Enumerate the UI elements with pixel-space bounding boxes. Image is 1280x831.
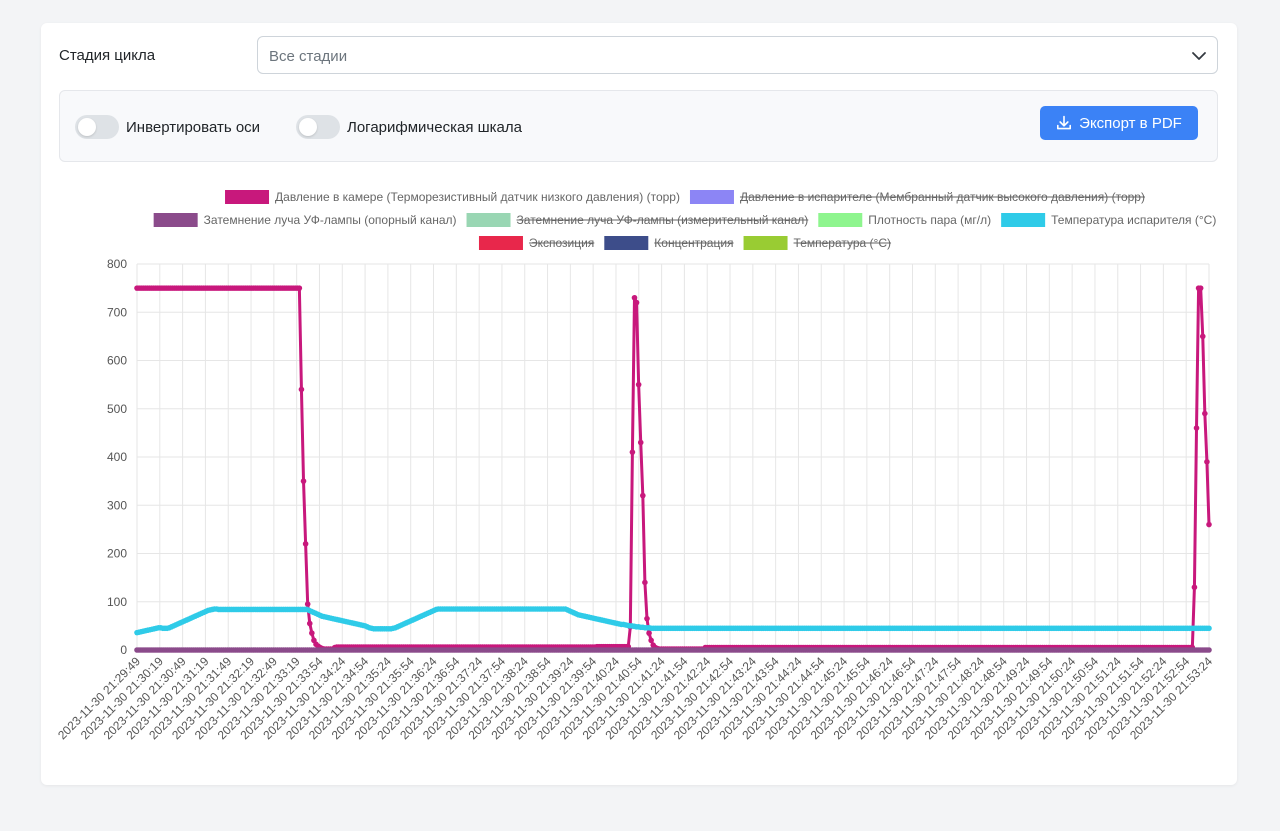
log-scale-toggle[interactable] xyxy=(296,115,340,139)
legend-item[interactable]: Плотность пара (мг/л) xyxy=(818,213,991,227)
chart-grid xyxy=(136,263,1210,651)
data-point xyxy=(1202,410,1208,417)
legend-swatch xyxy=(466,213,511,227)
data-point xyxy=(635,381,642,388)
legend-label: Плотность пара (мг/л) xyxy=(868,213,991,227)
data-point xyxy=(646,630,652,636)
y-tick-label: 100 xyxy=(107,595,127,609)
data-point xyxy=(633,299,640,306)
data-point xyxy=(1199,333,1206,340)
data-point xyxy=(1197,285,1204,291)
legend-label: Затемнение луча УФ-лампы (опорный канал) xyxy=(204,213,457,227)
series-group xyxy=(134,647,1212,653)
data-point xyxy=(631,294,638,301)
legend-swatch xyxy=(225,190,270,204)
data-point xyxy=(1193,425,1200,431)
data-point xyxy=(296,285,303,291)
series-group xyxy=(134,285,1212,652)
stage-select-value: Все стадии xyxy=(269,48,348,65)
data-point xyxy=(1206,625,1212,632)
y-tick-label: 500 xyxy=(107,402,127,416)
legend-label: Температура испарителя (°C) xyxy=(1051,213,1216,227)
data-point xyxy=(629,449,636,455)
data-point xyxy=(300,478,307,484)
data-point xyxy=(1206,521,1212,528)
data-point xyxy=(304,601,311,607)
y-tick-label: 600 xyxy=(107,354,127,368)
legend-item[interactable]: Затемнение луча УФ-лампы (опорный канал) xyxy=(153,213,457,227)
legend-swatch xyxy=(1001,213,1046,227)
export-pdf-label: Экспорт в PDF xyxy=(1079,114,1182,132)
y-tick-label: 400 xyxy=(107,450,127,464)
legend-item[interactable]: Затемнение луча УФ-лампы (измерительный … xyxy=(466,213,809,227)
legend-item[interactable]: Давление в испарителе (Мембранный датчик… xyxy=(689,190,1145,204)
invert-axes-toggle[interactable] xyxy=(75,115,119,139)
log-scale-label: Логарифмическая шкала xyxy=(347,119,522,136)
y-tick-label: 800 xyxy=(107,257,127,271)
legend-item[interactable]: Концентрация xyxy=(604,236,734,250)
y-tick-label: 300 xyxy=(107,498,127,512)
data-point xyxy=(1191,584,1198,591)
data-point xyxy=(306,620,313,627)
chart-options-panel: Инвертировать оси Логарифмическая шкала … xyxy=(59,90,1218,162)
legend-swatch xyxy=(689,190,734,204)
legend-item[interactable]: Экспозиция xyxy=(478,236,595,250)
legend-item[interactable]: Температура испарителя (°C) xyxy=(1001,213,1216,227)
data-point xyxy=(302,541,309,547)
data-point xyxy=(1206,647,1212,653)
data-point xyxy=(640,492,646,499)
legend-swatch xyxy=(743,236,788,250)
y-tick-label: 200 xyxy=(107,547,127,561)
legend-swatch xyxy=(478,236,523,250)
stage-select[interactable]: Все стадии xyxy=(257,36,1218,74)
data-point xyxy=(644,615,650,622)
download-icon xyxy=(1057,115,1072,130)
data-point xyxy=(642,579,648,586)
data-point xyxy=(309,630,315,636)
legend-label: Давление в камере (Терморезистивный датч… xyxy=(275,190,680,204)
y-tick-label: 700 xyxy=(107,305,127,319)
chevron-down-icon xyxy=(1192,52,1206,60)
invert-axes-label: Инвертировать оси xyxy=(126,119,261,136)
data-point xyxy=(1204,459,1210,465)
stage-filter-row: Стадия цикла Все стадии xyxy=(59,36,1220,76)
series-line xyxy=(137,286,1211,651)
data-point xyxy=(637,439,644,446)
legend-swatch xyxy=(153,213,198,227)
chart-card: Стадия цикла Все стадии Инвертировать ос… xyxy=(41,23,1237,785)
legend-item[interactable]: Давление в камере (Терморезистивный датч… xyxy=(225,190,680,204)
data-point xyxy=(298,386,305,393)
y-tick-label: 0 xyxy=(120,643,127,657)
legend-swatch xyxy=(604,236,649,250)
legend-swatch xyxy=(818,213,863,227)
legend-item[interactable]: Температура (°C) xyxy=(743,236,892,250)
series-group xyxy=(134,606,1212,636)
stage-filter-label: Стадия цикла xyxy=(59,47,156,64)
export-pdf-button[interactable]: Экспорт в PDF xyxy=(1040,106,1198,140)
data-point xyxy=(648,637,654,644)
